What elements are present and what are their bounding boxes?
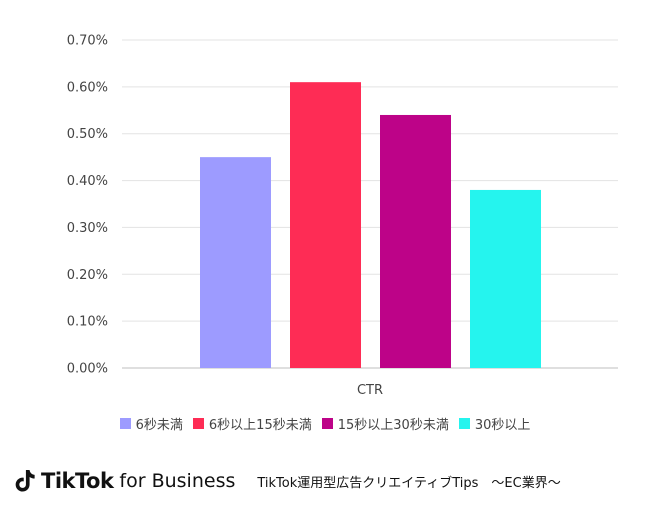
legend-label-1: 6秒未満: [135, 418, 183, 433]
grid-lines: [122, 39, 618, 369]
y-tick-label-4: 0.40%: [67, 174, 108, 189]
legend-swatch-4: [458, 418, 470, 429]
bars: [200, 82, 541, 369]
bar-4: [470, 189, 541, 368]
legend-item-2: 6秒以上15秒未満: [192, 414, 312, 433]
legend-item-3: 15秒以上30秒未満: [321, 414, 449, 433]
legend-swatch-2: [192, 418, 204, 429]
y-tick-label-5: 0.50%: [67, 127, 108, 142]
bar-2: [290, 82, 361, 369]
logo-suffix: for Business: [119, 470, 236, 492]
footer-title: TikTok運用型広告クリエイティブTips ～EC業界～: [257, 475, 561, 491]
legend-item-4: 30秒以上: [458, 414, 531, 433]
legend-swatch-3: [321, 418, 333, 429]
y-tick-label-1: 0.10%: [67, 315, 108, 330]
y-tick-label-6: 0.60%: [67, 80, 108, 95]
y-tick-label-7: 0.70%: [67, 34, 108, 49]
y-axis-ticks: 0.00% 0.10% 0.20% 0.30% 0.40% 0.50% 0.60% 0.70%: [67, 34, 108, 377]
y-tick-label-2: 0.20%: [67, 268, 108, 283]
legend-label-2: 6秒以上15秒未満: [208, 418, 312, 433]
legend: 6秒未満 6秒以上15秒未満 15秒以上30秒未満 30秒以上: [0, 414, 650, 433]
y-tick-label-0: 0.00%: [67, 362, 108, 377]
legend-swatch-1: [119, 418, 131, 429]
legend-item-1: 6秒未満: [119, 414, 183, 433]
bar-3: [380, 114, 451, 368]
y-tick-label-3: 0.30%: [67, 221, 108, 236]
category-label: CTR: [357, 383, 383, 398]
legend-label-3: 15秒以上30秒未満: [337, 418, 449, 433]
tiktok-for-business-logo: TikTok for Business: [14, 469, 235, 493]
footer: TikTok for Business TikTok運用型広告クリエイティブTi…: [14, 466, 634, 496]
bar-1: [200, 157, 271, 368]
bar-chart: 0.00% 0.10% 0.20% 0.30% 0.40% 0.50% 0.60% 0.70%…: [67, 34, 618, 398]
legend-label-4: 30秒以上: [474, 418, 531, 433]
logo-brand: TikTok: [41, 469, 114, 493]
tiktok-note-icon: [15, 470, 35, 492]
